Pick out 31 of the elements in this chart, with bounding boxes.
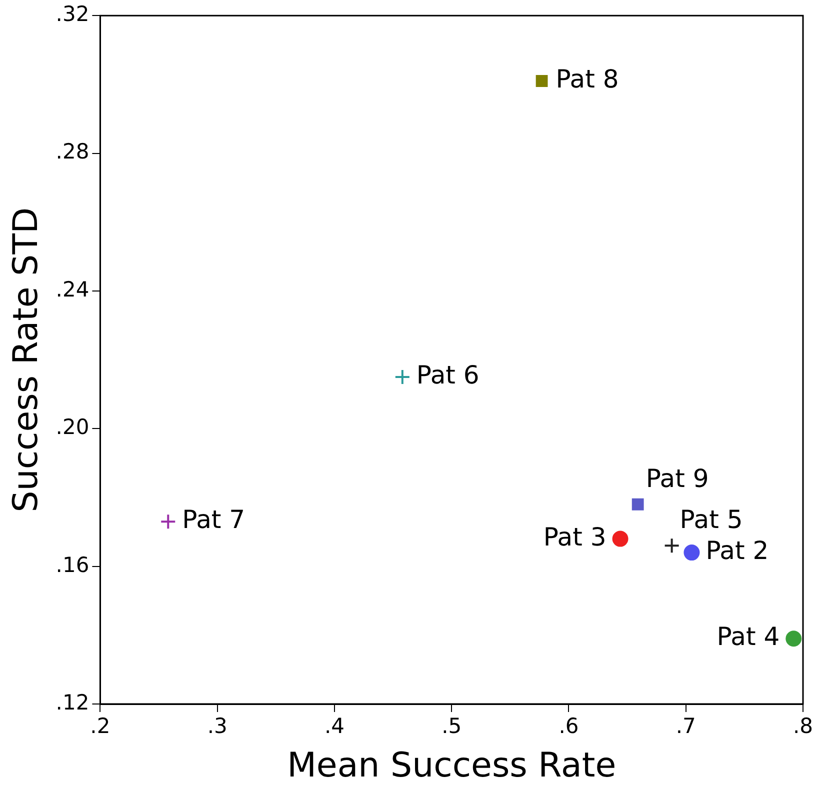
y-tick-label: .32 xyxy=(56,2,90,26)
y-tick-label: .12 xyxy=(56,690,90,714)
point xyxy=(632,498,644,510)
series-label: Pat 4 xyxy=(716,622,780,652)
series-label: Pat 8 xyxy=(556,64,619,94)
point xyxy=(394,369,410,386)
x-tick-label: .3 xyxy=(207,714,228,738)
y-tick-label: .24 xyxy=(56,277,90,302)
x-tick-label: .2 xyxy=(90,714,110,738)
point xyxy=(684,544,700,561)
x-tick-label: .7 xyxy=(676,714,696,738)
series-label: Pat 2 xyxy=(706,536,769,566)
point xyxy=(536,75,548,87)
series-label: Pat 7 xyxy=(182,505,246,534)
x-tick-label: .6 xyxy=(558,714,579,738)
series-label: Pat 9 xyxy=(646,464,709,493)
series-label: Pat 6 xyxy=(416,360,480,390)
x-axis-title: Mean Success Rate xyxy=(287,745,616,786)
y-axis-title: Success Rate STD xyxy=(6,207,46,512)
x-tick-label: .8 xyxy=(792,714,814,738)
x-tick-label: .5 xyxy=(442,714,462,738)
y-tick-label: .16 xyxy=(56,552,90,577)
series-label: Pat 3 xyxy=(543,522,606,552)
y-tick-label: .20 xyxy=(56,415,90,440)
y-tick-label: .28 xyxy=(56,140,90,164)
point xyxy=(786,630,802,647)
point xyxy=(612,530,628,547)
point xyxy=(664,538,680,554)
point xyxy=(160,514,176,530)
series-label: Pat 5 xyxy=(680,505,743,534)
x-tick-label: .4 xyxy=(324,714,344,738)
